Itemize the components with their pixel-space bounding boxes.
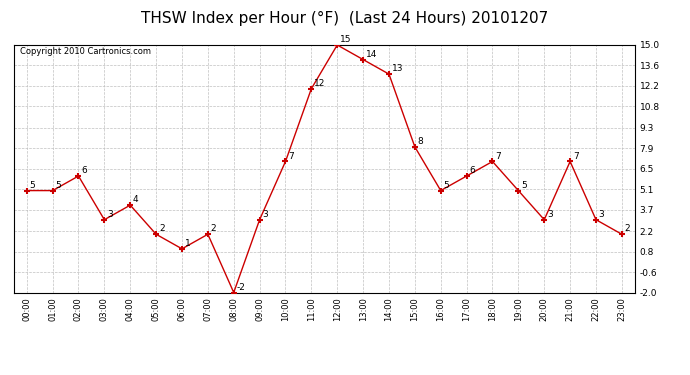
Text: 15: 15 <box>340 35 351 44</box>
Text: 6: 6 <box>81 166 87 175</box>
Text: 6: 6 <box>469 166 475 175</box>
Text: 7: 7 <box>288 152 294 161</box>
Text: 5: 5 <box>521 181 527 190</box>
Text: 14: 14 <box>366 50 377 59</box>
Text: 5: 5 <box>30 181 35 190</box>
Text: 8: 8 <box>417 137 424 146</box>
Text: 2: 2 <box>159 225 164 234</box>
Text: 3: 3 <box>599 210 604 219</box>
Text: 5: 5 <box>55 181 61 190</box>
Text: 7: 7 <box>495 152 501 161</box>
Text: 4: 4 <box>133 195 139 204</box>
Text: -2: -2 <box>237 283 246 292</box>
Text: 1: 1 <box>185 239 190 248</box>
Text: 5: 5 <box>444 181 449 190</box>
Text: 3: 3 <box>547 210 553 219</box>
Text: 2: 2 <box>210 225 216 234</box>
Text: 2: 2 <box>624 225 630 234</box>
Text: Copyright 2010 Cartronics.com: Copyright 2010 Cartronics.com <box>20 48 151 57</box>
Text: THSW Index per Hour (°F)  (Last 24 Hours) 20101207: THSW Index per Hour (°F) (Last 24 Hours)… <box>141 11 549 26</box>
Text: 7: 7 <box>573 152 579 161</box>
Text: 12: 12 <box>314 79 326 88</box>
Text: 3: 3 <box>107 210 113 219</box>
Text: 3: 3 <box>262 210 268 219</box>
Text: 13: 13 <box>392 64 403 74</box>
